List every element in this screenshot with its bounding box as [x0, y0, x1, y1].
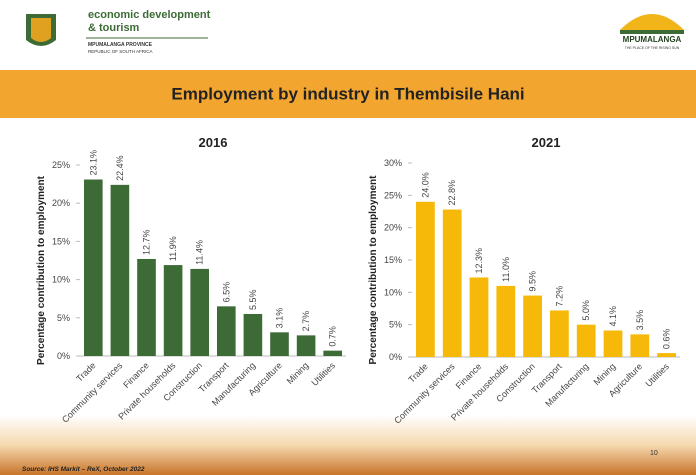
- value-label: 2.7%: [301, 311, 311, 332]
- bar: [270, 332, 289, 356]
- bar: [216, 306, 236, 356]
- y-tick-label: 15%: [384, 255, 402, 265]
- value-label: 22.8%: [447, 180, 457, 206]
- page-number: 10: [650, 450, 658, 457]
- bar: [603, 330, 623, 357]
- value-label: 12.7%: [142, 229, 152, 255]
- value-label: 6.5%: [221, 282, 231, 303]
- y-tick-label: 25%: [52, 160, 70, 170]
- value-label: 7.2%: [554, 286, 564, 307]
- value-label: 0.6%: [662, 329, 672, 350]
- bar: [243, 313, 263, 356]
- value-label: 11.9%: [168, 236, 178, 261]
- y-axis-label: Percentage contribution to employment: [36, 175, 47, 365]
- bar: [657, 353, 676, 357]
- y-tick-label: 15%: [52, 236, 70, 246]
- value-label: 12.3%: [474, 248, 484, 274]
- chart-title: 2021: [532, 135, 561, 150]
- value-label: 4.1%: [608, 306, 618, 327]
- y-tick-label: 20%: [52, 198, 70, 208]
- banner-title: Employment by industry in Thembisile Han…: [171, 84, 524, 103]
- value-label: 0.7%: [328, 326, 338, 347]
- y-tick-label: 10%: [52, 275, 70, 285]
- y-tick-label: 20%: [384, 223, 402, 233]
- bar: [576, 324, 596, 357]
- header-logo: [26, 14, 684, 46]
- org-name: economic development: [88, 9, 211, 21]
- bar: [416, 201, 435, 357]
- brand: MPUMALANGA: [623, 35, 682, 44]
- bar: [523, 295, 542, 357]
- source: Source: IHS Markit – ReX, October 2022: [22, 466, 145, 473]
- banner: [0, 70, 696, 118]
- bar: [110, 184, 130, 356]
- y-tick-label: 25%: [384, 190, 402, 200]
- bar: [630, 334, 650, 357]
- bar: [442, 209, 462, 357]
- value-label: 3.5%: [635, 310, 645, 331]
- bar: [137, 258, 156, 356]
- value-label: 9.5%: [528, 271, 538, 292]
- value-label: 3.1%: [275, 308, 285, 329]
- y-tick-label: 30%: [384, 158, 402, 168]
- footer-image: [0, 415, 696, 475]
- value-label: 23.1%: [88, 150, 98, 176]
- y-tick-label: 0%: [389, 352, 402, 362]
- bar: [163, 265, 183, 356]
- republic: REPUBLIC OF SOUTH AFRICA: [88, 49, 153, 54]
- value-label: 11.0%: [501, 257, 511, 282]
- org-name: & tourism: [88, 22, 140, 34]
- y-tick-label: 10%: [384, 287, 402, 297]
- y-tick-label: 5%: [57, 313, 70, 323]
- value-label: 24.0%: [420, 172, 430, 198]
- value-label: 5.0%: [581, 300, 591, 321]
- bar: [190, 268, 210, 356]
- value-label: 11.4%: [195, 240, 205, 265]
- bar: [83, 179, 103, 356]
- y-tick-label: 5%: [389, 320, 402, 330]
- chart-title: 2016: [199, 135, 228, 150]
- tagline: THE PLACE OF THE RISING SUN: [625, 46, 680, 50]
- y-tick-label: 0%: [57, 351, 70, 361]
- value-label: 22.4%: [115, 155, 125, 181]
- province: MPUMALANGA PROVINCE: [88, 42, 153, 48]
- bar: [469, 277, 489, 357]
- bar: [550, 310, 569, 357]
- bar: [323, 350, 343, 356]
- bar: [496, 285, 516, 357]
- bar: [296, 335, 316, 356]
- y-axis-label: Percentage contribution to employment: [368, 175, 379, 365]
- value-label: 5.5%: [248, 289, 258, 310]
